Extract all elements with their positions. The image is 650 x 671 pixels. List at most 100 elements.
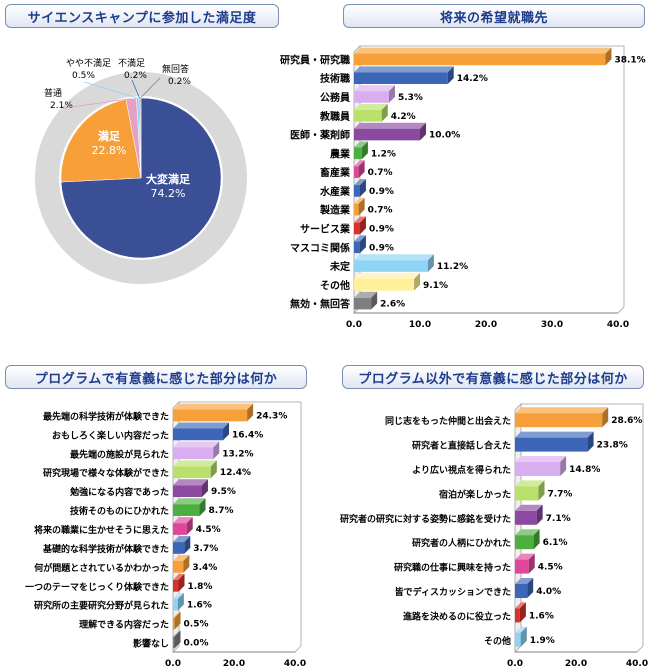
bar-side <box>538 480 545 501</box>
bar-top <box>515 578 534 584</box>
bar-top <box>354 254 434 261</box>
category-label: 未定 <box>329 260 350 273</box>
bar <box>173 560 184 573</box>
category-label: 畜産業 <box>320 166 351 179</box>
bar <box>515 510 537 525</box>
bar <box>173 447 214 460</box>
x-tick-label: 10.0 <box>409 320 431 330</box>
bar-top <box>173 403 254 410</box>
bar-side <box>186 517 193 535</box>
bar-side <box>358 197 365 216</box>
bar <box>515 559 529 574</box>
bar-side <box>247 403 254 422</box>
value-label: 12.4% <box>220 468 251 478</box>
bar-top <box>354 179 366 186</box>
x-tick-label: 0.0 <box>165 659 181 669</box>
bar-side <box>174 611 181 630</box>
value-label: 1.9% <box>530 636 555 646</box>
pie-slice-1 <box>60 99 142 183</box>
value-label: 11.2% <box>437 262 468 272</box>
bar-side <box>183 554 190 573</box>
bar <box>173 617 175 630</box>
bar-top <box>354 85 395 92</box>
category-label: 農業 <box>330 147 351 160</box>
bar <box>515 462 561 476</box>
value-label: 24.3% <box>256 411 287 421</box>
category-label: サービス業 <box>300 222 351 235</box>
category-label: 皆でディスカッションできた <box>395 586 511 598</box>
value-label: 14.2% <box>457 74 488 84</box>
x-tick-label: 40.0 <box>284 659 306 669</box>
category-label: 勉強になる内容であった <box>69 486 169 498</box>
x-tick-label: 20.0 <box>223 659 245 669</box>
pie-value-3: 0.5% <box>72 71 95 81</box>
category-label: 公務員 <box>320 91 350 104</box>
pie-label-0: 大変満足 <box>146 172 191 186</box>
value-label: 28.6% <box>611 416 642 426</box>
value-label: 14.8% <box>569 465 600 475</box>
bar <box>173 409 248 422</box>
bar-top <box>354 47 612 54</box>
value-label: 0.0% <box>184 639 209 649</box>
bar-side <box>358 160 365 178</box>
bar-side <box>420 122 426 141</box>
value-label: 7.7% <box>547 489 572 499</box>
category-label: 無効・無回答 <box>290 298 351 311</box>
value-label: 0.9% <box>369 224 394 234</box>
value-label: 1.6% <box>529 611 554 621</box>
bar <box>515 584 528 598</box>
bar-side <box>536 504 543 525</box>
category-label: 医師・薬剤師 <box>290 129 350 142</box>
bar-side <box>602 407 609 428</box>
bar <box>173 636 175 649</box>
bar-side <box>533 529 540 550</box>
bar <box>515 413 603 428</box>
value-label: 1.8% <box>187 582 212 592</box>
x-tick-label: 0.0 <box>346 320 362 330</box>
bar-top <box>173 592 184 599</box>
category-label: 水産業 <box>319 185 351 198</box>
category-label: 研究者と直接話し合えた <box>412 440 511 452</box>
category-label: その他 <box>484 635 511 647</box>
category-label: 何が問題とされているかわかった <box>34 562 169 574</box>
bar-side <box>199 498 206 516</box>
bar-side <box>381 103 388 122</box>
category-label: 同じ志をもった仲間と出会えた <box>385 415 511 427</box>
bar-top <box>515 456 567 462</box>
value-label: 13.2% <box>222 449 253 459</box>
bar-side <box>587 431 594 452</box>
pie-label-3: やや不満足 <box>66 58 111 69</box>
category-label: 研究者の研究に対する姿勢に感銘を受けた <box>340 513 511 525</box>
category-label: 最先端の施設が見られた <box>70 448 169 460</box>
bar <box>354 241 360 254</box>
bar <box>354 91 389 103</box>
bar-top <box>173 479 208 486</box>
category-label: 技術そのものにひかれた <box>70 505 169 517</box>
category-label: 宿泊が楽しかった <box>439 488 511 500</box>
chart-title-future-job: 将来の希望就職先 <box>343 4 645 28</box>
bar-side <box>213 441 220 460</box>
category-label: 将来の職業に生かせそうに思えた <box>34 524 169 536</box>
bar-side <box>520 626 527 647</box>
pie-label-2: 普通 <box>44 87 62 99</box>
bar-side <box>359 216 366 235</box>
x-tick-label: 20.0 <box>475 320 497 330</box>
bar-side <box>427 254 434 272</box>
bar-side <box>527 578 534 598</box>
value-label: 23.8% <box>597 441 628 451</box>
value-label: 4.5% <box>538 563 563 573</box>
bar-top <box>173 460 217 467</box>
category-label: より広い視点を得られた <box>412 464 511 476</box>
bar <box>354 260 428 272</box>
bar <box>354 222 360 235</box>
value-label: 1.6% <box>187 601 212 611</box>
category-label: 研究所の主要研究分野が見られた <box>34 600 169 612</box>
bar <box>354 203 359 216</box>
bar-side <box>361 141 368 160</box>
bar-top <box>173 422 230 429</box>
bar-top <box>515 553 535 560</box>
value-label: 38.1% <box>614 55 645 65</box>
pie-leader-3 <box>83 81 138 99</box>
value-label: 4.5% <box>196 525 221 535</box>
